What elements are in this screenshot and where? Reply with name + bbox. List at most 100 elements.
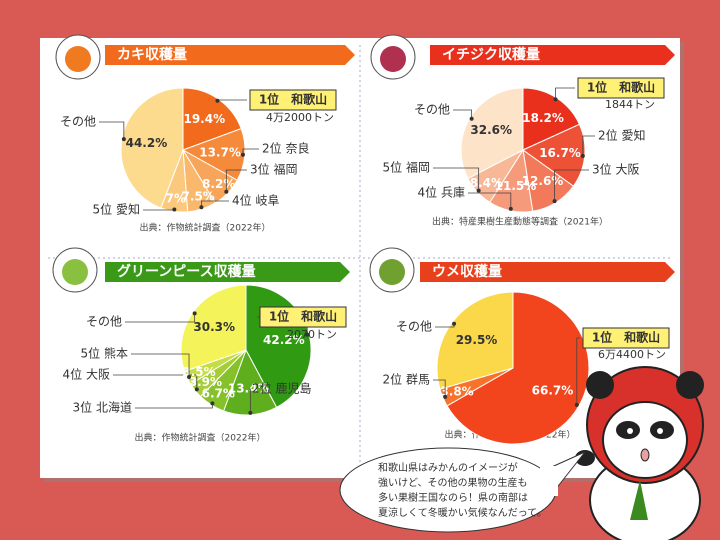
value-label: 12.6% bbox=[522, 174, 564, 188]
leader-line bbox=[433, 167, 480, 191]
category-label: 1位 和歌山 bbox=[592, 330, 660, 345]
leader-dot bbox=[210, 401, 215, 406]
category-label: 5位 愛知 bbox=[93, 202, 140, 217]
icon bbox=[62, 259, 88, 285]
value-label: 8.4% bbox=[470, 176, 503, 190]
category-label: その他 bbox=[414, 103, 450, 117]
category-label: その他 bbox=[86, 315, 122, 329]
leader-dot bbox=[469, 116, 474, 121]
leader-line bbox=[201, 200, 229, 208]
value-label: 6.7% bbox=[202, 386, 235, 400]
speech-text: 強いけど、その他の果物の生産も bbox=[378, 476, 528, 489]
leader-dot bbox=[553, 97, 558, 102]
amount-label: 6万4400トン bbox=[598, 348, 666, 361]
amount-label: 2070トン bbox=[287, 328, 337, 341]
category-label: 2位 鹿児島 bbox=[252, 381, 311, 396]
chart-title: ウメ収穫量 bbox=[432, 263, 502, 280]
rank-box bbox=[259, 306, 347, 328]
leader-dot bbox=[199, 205, 204, 210]
category-label: 5位 福岡 bbox=[383, 160, 430, 175]
icon bbox=[380, 46, 406, 72]
leader-dot bbox=[476, 188, 481, 193]
speech-text: 和歌山県はみかんのイメージが bbox=[378, 461, 518, 474]
leader-dot bbox=[121, 137, 126, 142]
category-label: 2位 群馬 bbox=[383, 372, 430, 387]
category-label: 1位 和歌山 bbox=[259, 92, 327, 107]
value-label: 16.7% bbox=[539, 146, 581, 160]
category-label: 4位 兵庫 bbox=[418, 185, 465, 200]
category-label: 3位 北海道 bbox=[73, 400, 132, 415]
category-label: 2位 奈良 bbox=[262, 141, 309, 156]
leader-line bbox=[468, 192, 512, 209]
leader-line bbox=[554, 169, 589, 202]
leader-dot bbox=[248, 410, 253, 415]
leader-line bbox=[125, 313, 196, 323]
title-bar bbox=[430, 45, 675, 65]
category-label: 4位 大阪 bbox=[63, 367, 110, 382]
rank-box bbox=[582, 327, 670, 349]
leader-dot bbox=[305, 332, 310, 337]
source: 出典：作物統計調査（2022年） bbox=[135, 432, 266, 444]
category-label: 5位 熊本 bbox=[81, 346, 128, 361]
leader-dot bbox=[580, 153, 585, 158]
leader-dot bbox=[552, 199, 557, 204]
speech-text: 多い果樹王国なのら！県の南部は bbox=[378, 491, 528, 504]
chart-title: グリーンピース収穫量 bbox=[117, 263, 256, 280]
value-label: 13.4% bbox=[228, 381, 270, 395]
value-label: 30.3% bbox=[193, 320, 235, 334]
leader-dot bbox=[224, 189, 229, 194]
rank-box bbox=[249, 89, 337, 111]
speech-text: 夏涼しくて冬暖かい気候なんだって。 bbox=[378, 506, 547, 519]
category-label: 3位 大阪 bbox=[592, 162, 639, 177]
title-bar bbox=[105, 262, 350, 282]
leader-line bbox=[555, 87, 575, 100]
leader-line bbox=[131, 353, 190, 378]
value-label: 13.7% bbox=[199, 145, 241, 159]
leader-dot bbox=[452, 321, 457, 326]
value-label: 29.5% bbox=[456, 333, 498, 347]
value-label: 3.8% bbox=[440, 384, 473, 398]
leader-line bbox=[225, 169, 247, 192]
leader-line bbox=[249, 388, 251, 413]
category-label: 4位 岐阜 bbox=[232, 193, 279, 208]
leader-line bbox=[576, 337, 580, 405]
chart-title: カキ収穫量 bbox=[117, 46, 187, 63]
rank-box bbox=[577, 77, 665, 99]
leader-dot bbox=[240, 152, 245, 157]
category-label: 1位 和歌山 bbox=[587, 80, 655, 95]
leader-dot bbox=[574, 402, 579, 407]
chart-title: イチジク収穫量 bbox=[442, 46, 540, 63]
category-label: 1位 和歌山 bbox=[269, 309, 337, 324]
category-label: その他 bbox=[396, 320, 432, 334]
speech-bubble bbox=[339, 447, 586, 533]
leader-dot bbox=[194, 387, 199, 392]
leader-dot bbox=[443, 394, 448, 399]
leader-dot bbox=[192, 311, 197, 316]
category-label: その他 bbox=[60, 115, 96, 129]
value-label: 7.5% bbox=[182, 190, 215, 204]
source: 出典：特産果樹生産動態等調査（2021年） bbox=[432, 216, 608, 228]
pie-slice bbox=[446, 291, 590, 445]
value-label: 32.6% bbox=[470, 123, 512, 137]
value-label: 8.2% bbox=[202, 177, 235, 191]
leader-line bbox=[99, 121, 125, 140]
value-label: 7% bbox=[166, 192, 186, 206]
value-label: 11.5% bbox=[495, 179, 537, 193]
value-label: 18.2% bbox=[522, 111, 564, 125]
leader-dot bbox=[187, 375, 192, 380]
title-bar bbox=[105, 45, 355, 65]
amount-label: 4万2000トン bbox=[266, 111, 334, 124]
value-label: 42.2% bbox=[263, 333, 305, 347]
icon bbox=[65, 46, 91, 72]
leader-line bbox=[433, 379, 446, 397]
leader-dot bbox=[172, 207, 177, 212]
value-label: 44.2% bbox=[126, 136, 168, 150]
category-label: 3位 福岡 bbox=[250, 162, 297, 177]
leader-line bbox=[113, 374, 198, 390]
source: 出典：作物統計調査（2022年） bbox=[140, 222, 271, 234]
panda bbox=[575, 366, 704, 540]
leader-line bbox=[453, 109, 473, 119]
leader-line bbox=[582, 135, 595, 156]
